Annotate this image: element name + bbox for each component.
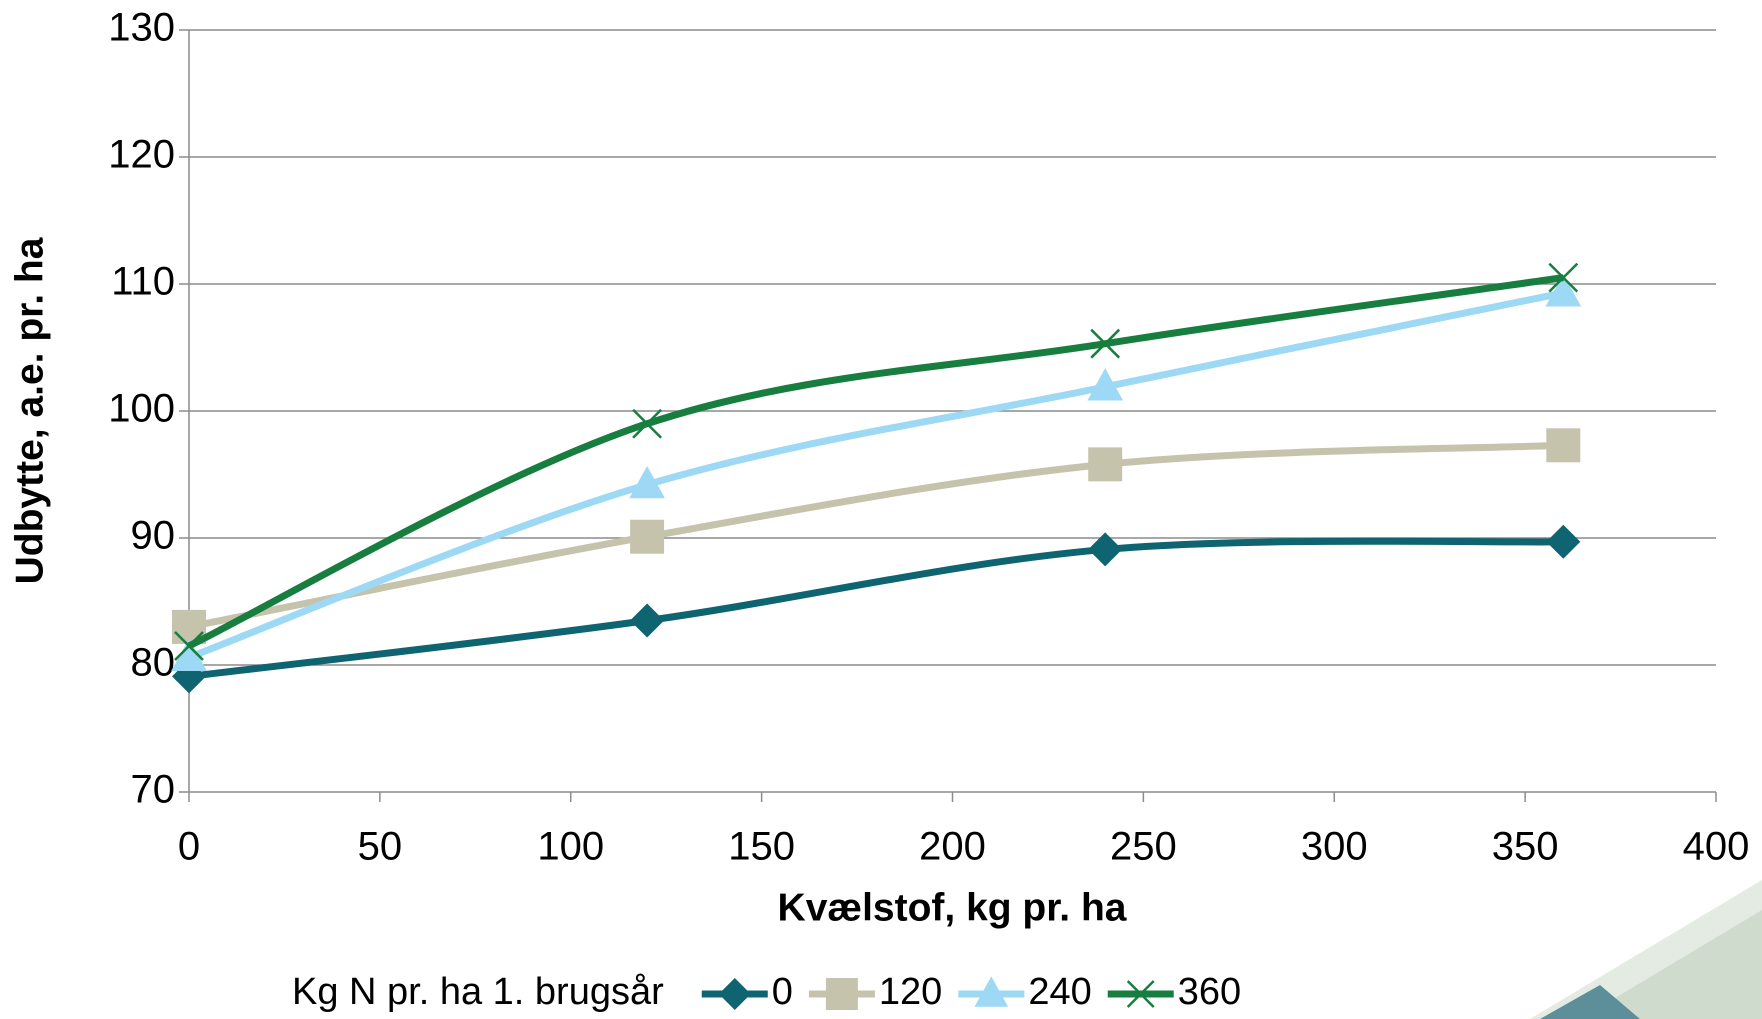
x-axis-title: Kvælstof, kg pr. ha — [778, 886, 1127, 929]
series-line — [187, 289, 1565, 661]
legend-item: 120 — [808, 971, 942, 1013]
marker — [1546, 524, 1581, 559]
marker — [1545, 274, 1582, 307]
series-line — [187, 274, 1564, 650]
y-axis-title: Udbytte, a.e. pr. ha — [8, 237, 51, 584]
legend-label: 240 — [1028, 971, 1091, 1013]
legend-title: Kg N pr. ha 1. brugsår — [292, 971, 664, 1013]
legend-item: 0 — [701, 971, 793, 1013]
series — [172, 524, 1581, 694]
marker — [1546, 428, 1581, 463]
marker — [1090, 328, 1121, 359]
marker — [630, 519, 665, 554]
marker — [974, 976, 1009, 1007]
x-tick-label: 300 — [1301, 825, 1368, 869]
y-tick-label: 80 — [131, 641, 176, 685]
x-tick-label: 200 — [919, 825, 986, 869]
series — [171, 274, 1582, 671]
corner-decoration — [1530, 880, 1762, 1019]
legend-label: 0 — [772, 971, 793, 1013]
x-tick-label: 400 — [1683, 825, 1750, 869]
marker — [718, 978, 751, 1010]
x-tick-label: 350 — [1492, 825, 1559, 869]
series — [174, 262, 1579, 661]
marker — [174, 631, 204, 661]
y-tick-label: 110 — [111, 260, 175, 304]
x-tick-label: 150 — [728, 825, 795, 869]
marker — [632, 408, 662, 439]
legend-label: 360 — [1178, 971, 1241, 1013]
marker — [629, 465, 665, 499]
y-tick-label: 100 — [108, 387, 175, 431]
series-line — [188, 441, 1564, 631]
legend-label: 120 — [879, 971, 942, 1013]
marker — [1126, 980, 1155, 1008]
series — [172, 428, 1581, 644]
marker — [171, 638, 207, 671]
y-tick-label: 130 — [108, 6, 175, 50]
marker — [1548, 262, 1579, 293]
y-tick-label: 90 — [131, 514, 176, 558]
x-tick-label: 100 — [537, 825, 604, 869]
legend-item: 360 — [1107, 971, 1241, 1013]
marker — [630, 603, 665, 638]
marker — [1088, 532, 1123, 567]
marker — [825, 978, 858, 1010]
legend-item: 240 — [958, 971, 1092, 1013]
marker — [1087, 368, 1124, 401]
x-tick-label: 0 — [178, 825, 200, 869]
y-tick-label: 120 — [108, 133, 175, 177]
series-line — [188, 537, 1564, 680]
x-tick-label: 50 — [358, 825, 403, 869]
x-tick-label: 250 — [1110, 825, 1177, 869]
marker — [1088, 447, 1123, 482]
y-tick-label: 70 — [131, 768, 176, 812]
